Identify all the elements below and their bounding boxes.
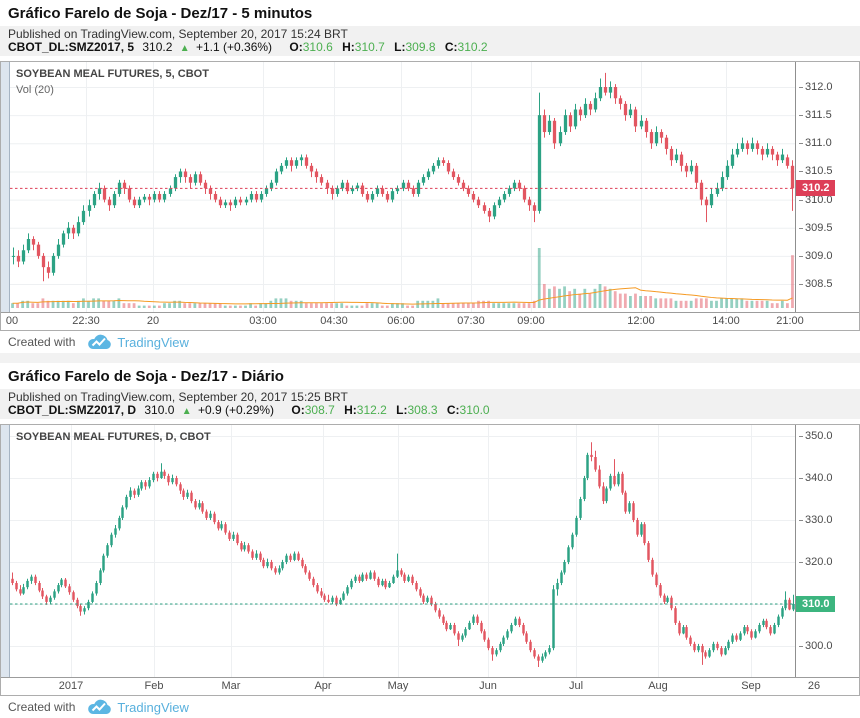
time-tick-label: Feb bbox=[144, 680, 164, 692]
price-tick-label: 308.5 bbox=[799, 278, 833, 291]
page-title: Gráfico Farelo de Soja - Dez/17 - 5 minu… bbox=[8, 5, 313, 22]
up-triangle-icon: ▲ bbox=[181, 406, 192, 417]
symbol-name: CBOT_DL:SMZ2017, D bbox=[8, 403, 137, 417]
price-tick-label: 340.0 bbox=[799, 472, 833, 484]
open-value: 308.7 bbox=[304, 403, 335, 417]
close-label: C: bbox=[446, 403, 460, 417]
price-tick-label: 350.0 bbox=[799, 430, 833, 442]
time-tick-label: Sep bbox=[741, 680, 761, 692]
page-title-daily: Gráfico Farelo de Soja - Dez/17 - Diário bbox=[8, 368, 284, 385]
time-tick-label: 03:00 bbox=[249, 315, 277, 327]
time-axis[interactable]: 2017 Feb Mar Apr May Jun Jul Aug Sep 26 bbox=[1, 677, 859, 695]
candlestick-plot[interactable] bbox=[10, 62, 795, 312]
low-label: L: bbox=[394, 40, 406, 54]
high-label: H: bbox=[342, 40, 355, 54]
time-tick-label: 21:00 bbox=[776, 315, 804, 327]
open-label: O: bbox=[289, 40, 303, 54]
section-divider bbox=[0, 353, 860, 363]
low-label: L: bbox=[396, 403, 408, 417]
tradingview-logo-icon bbox=[88, 699, 112, 714]
price-axis[interactable]: 312.0 311.5 311.0 310.5 310.0 309.5 309.0 308.5… bbox=[795, 62, 859, 312]
open-value: 310.6 bbox=[302, 40, 333, 54]
time-tick-label: 2017 bbox=[58, 680, 84, 692]
candlestick-plot[interactable] bbox=[10, 425, 795, 677]
created-with-label: Created with bbox=[8, 335, 76, 349]
price-tick-label: 311.5 bbox=[799, 109, 832, 122]
tradingview-brand[interactable]: TradingView bbox=[117, 334, 189, 350]
price-tick-label: 310.0 bbox=[799, 193, 833, 206]
chart-section-daily: Gráfico Farelo de Soja - Dez/17 - Diário… bbox=[0, 363, 860, 718]
price-change: +1.1 (+0.36%) bbox=[196, 40, 273, 54]
time-tick-label: 00 bbox=[5, 315, 19, 327]
time-tick-label: Jun bbox=[479, 680, 497, 692]
close-value: 310.2 bbox=[457, 40, 488, 54]
time-tick-label: May bbox=[387, 680, 409, 692]
price-tick-label: 300.0 bbox=[799, 640, 833, 652]
price-change: +0.9 (+0.29%) bbox=[198, 403, 275, 417]
price-tick-label: 309.0 bbox=[799, 249, 833, 262]
high-value: 312.2 bbox=[356, 403, 387, 417]
price-tick-label: 312.0 bbox=[799, 81, 833, 93]
last-price: 310.2 bbox=[142, 40, 173, 54]
chart-section-5min: Gráfico Farelo de Soja - Dez/17 - 5 minu… bbox=[0, 0, 860, 353]
symbol-line: CBOT_DL:SMZ2017, D 310.0 ▲ +0.9 (+0.29%)… bbox=[8, 404, 852, 418]
time-tick-label: 14:00 bbox=[712, 315, 740, 327]
time-tick-label: Jul bbox=[568, 680, 584, 692]
tradingview-brand[interactable]: TradingView bbox=[117, 699, 189, 715]
up-triangle-icon: ▲ bbox=[179, 43, 190, 54]
published-line: Published on TradingView.com, September … bbox=[8, 27, 348, 41]
price-tick-label: 310.5 bbox=[799, 165, 833, 178]
attribution-bar: Created with TradingView bbox=[0, 696, 860, 718]
time-tick-label: 20 bbox=[146, 315, 160, 327]
created-with-label: Created with bbox=[8, 700, 76, 714]
time-tick-label: Apr bbox=[314, 680, 332, 692]
time-tick-label: Mar bbox=[221, 680, 241, 692]
time-tick-label: 04:30 bbox=[320, 315, 348, 327]
time-tick-label: 22:30 bbox=[72, 315, 100, 327]
time-axis[interactable]: 00 22:30 20 03:00 04:30 06:00 07:30 09:00 12:00 1… bbox=[1, 312, 859, 330]
published-line: Published on TradingView.com, September … bbox=[8, 390, 348, 404]
publish-strip: Published on TradingView.com, September … bbox=[0, 26, 860, 56]
last-price-badge: 310.0 bbox=[796, 596, 835, 612]
five-minute-chart: 312.0 311.5 311.0 310.5 310.0 309.5 309.0 308.5… bbox=[0, 61, 860, 331]
low-value: 309.8 bbox=[405, 40, 436, 54]
price-tick-label: 320.0 bbox=[799, 556, 833, 568]
price-tick-label: 330.0 bbox=[799, 514, 833, 526]
last-price: 310.0 bbox=[144, 403, 175, 417]
tradingview-logo-icon bbox=[88, 334, 112, 349]
low-value: 308.3 bbox=[407, 403, 438, 417]
symbol-name: CBOT_DL:SMZ2017, 5 bbox=[8, 40, 135, 54]
time-tick-label: 09:00 bbox=[517, 315, 545, 327]
high-value: 310.7 bbox=[354, 40, 385, 54]
close-label: C: bbox=[444, 40, 458, 54]
price-tick-label: 311.0 bbox=[799, 137, 832, 150]
time-tick-label: Aug bbox=[648, 680, 668, 692]
symbol-line: CBOT_DL:SMZ2017, 5 310.2 ▲ +1.1 (+0.36%)… bbox=[8, 41, 852, 55]
time-tick-label: 26 bbox=[807, 680, 821, 692]
high-label: H: bbox=[344, 403, 357, 417]
price-tick-label: 309.5 bbox=[799, 221, 833, 234]
attribution-bar: Created with TradingView bbox=[0, 331, 860, 353]
open-label: O: bbox=[291, 403, 305, 417]
publish-strip-daily: Published on TradingView.com, September … bbox=[0, 389, 860, 419]
time-tick-label: 06:00 bbox=[387, 315, 415, 327]
time-tick-label: 12:00 bbox=[627, 315, 655, 327]
time-tick-label: 07:30 bbox=[457, 315, 485, 327]
left-scale-strip bbox=[1, 425, 10, 677]
left-scale-strip bbox=[1, 62, 10, 312]
close-value: 310.0 bbox=[459, 403, 490, 417]
last-price-badge: 310.2 bbox=[796, 180, 835, 197]
